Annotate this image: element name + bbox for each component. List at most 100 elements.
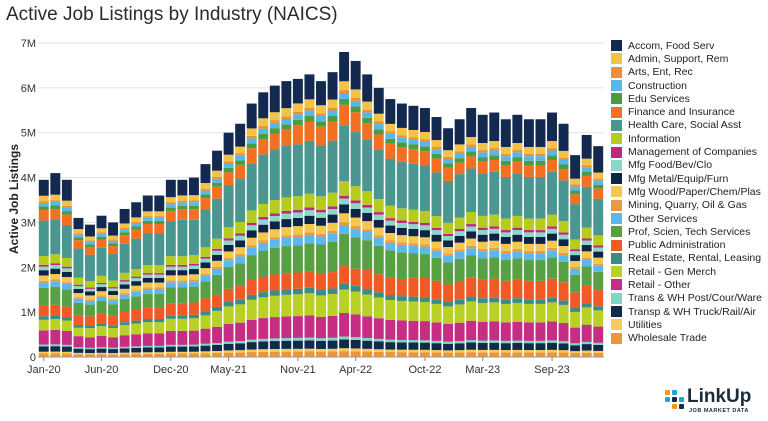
- bar-segment: [96, 228, 107, 233]
- bar-segment: [200, 353, 211, 357]
- bar-segment: [50, 279, 61, 282]
- bar-segment: [96, 323, 107, 327]
- bar-segment: [258, 351, 269, 357]
- bar-segment: [512, 302, 523, 322]
- bar-segment: [593, 184, 604, 189]
- bar-segment: [188, 281, 199, 287]
- bar-segment: [466, 320, 477, 341]
- bar-segment: [200, 190, 211, 195]
- bar-segment: [466, 137, 477, 145]
- bar-segment: [547, 150, 557, 156]
- bar-segment: [154, 287, 165, 289]
- bar-segment: [570, 345, 581, 352]
- bar-segment: [593, 251, 604, 258]
- bar-segment: [489, 247, 500, 251]
- bar-segment: [304, 99, 315, 108]
- bar-segment: [443, 350, 454, 353]
- bar-segment: [292, 294, 303, 317]
- bar-segment: [188, 279, 199, 282]
- bar-segment: [258, 126, 269, 129]
- bar-segment: [235, 155, 246, 161]
- bar-segment: [408, 228, 419, 237]
- bar-segment: [96, 282, 107, 285]
- bar-segment: [177, 256, 188, 265]
- bar-segment: [200, 247, 211, 257]
- bar-segment: [523, 340, 534, 344]
- bar-segment: [477, 321, 488, 341]
- bar-segment: [523, 218, 534, 231]
- bar-segment: [373, 292, 384, 298]
- bar-segment: [570, 186, 581, 191]
- bar-segment: [223, 172, 234, 186]
- bar-segment: [477, 340, 488, 343]
- bar-segment: [339, 181, 350, 196]
- bar-segment: [292, 351, 303, 357]
- bar-segment: [477, 349, 488, 353]
- bar-segment: [258, 297, 269, 319]
- bar-segment: [316, 348, 326, 352]
- bar-segment: [177, 275, 188, 281]
- bar-segment: [281, 246, 292, 274]
- bar-segment: [258, 203, 269, 217]
- bar-segment: [373, 121, 384, 125]
- bar-segment: [304, 348, 315, 352]
- bar-segment: [258, 292, 269, 298]
- bar-segment: [96, 352, 107, 355]
- bar-segment: [558, 343, 569, 351]
- bar-segment: [327, 107, 338, 111]
- bar-segment: [547, 247, 557, 251]
- bar-segment: [188, 330, 199, 345]
- bar-segment: [419, 321, 430, 341]
- bar-segment: [350, 112, 361, 133]
- bar-segment: [535, 322, 546, 341]
- bar-segment: [362, 74, 373, 102]
- bar-segment: [419, 342, 430, 350]
- bar-segment: [558, 232, 569, 235]
- bar-segment: [454, 174, 465, 218]
- bar-segment: [200, 258, 211, 263]
- bar-segment: [419, 225, 430, 231]
- bar-segment: [523, 322, 534, 341]
- bar-segment: [477, 157, 488, 162]
- bar-segment: [431, 280, 442, 300]
- bar-segment: [408, 243, 419, 246]
- bar-segment: [108, 353, 119, 355]
- bar-segment: [304, 337, 315, 341]
- bar-segment: [177, 282, 188, 288]
- bar-segment: [269, 133, 280, 150]
- bar-segment: [535, 243, 546, 251]
- bar-segment: [177, 303, 188, 316]
- bar-segment: [177, 202, 188, 206]
- bar-segment: [350, 337, 361, 340]
- bar-segment: [96, 348, 107, 353]
- legend-swatch: [611, 119, 622, 131]
- bar-segment: [177, 344, 188, 347]
- bar-segment: [350, 291, 361, 315]
- bar-segment: [38, 256, 49, 265]
- bar-segment: [523, 352, 534, 357]
- bar-segment: [581, 324, 592, 342]
- bar-segment: [535, 119, 546, 147]
- bar-segment: [316, 273, 326, 291]
- bar-segment: [570, 268, 581, 275]
- bar-segment: [316, 81, 326, 106]
- bar-segment: [269, 338, 280, 342]
- bar-segment: [212, 326, 222, 343]
- bar-segment: [558, 323, 569, 342]
- bar-segment: [246, 299, 257, 320]
- bar-segment: [177, 287, 188, 304]
- bar-segment: [269, 213, 280, 216]
- bar-segment: [108, 239, 119, 241]
- bar-segment: [581, 257, 592, 260]
- bar-segment: [385, 133, 396, 139]
- bar-segment: [85, 328, 95, 338]
- bar-segment: [547, 240, 557, 248]
- bar-segment: [223, 260, 234, 267]
- bar-segment: [269, 215, 280, 222]
- bar-segment: [535, 299, 546, 304]
- bar-segment: [200, 268, 211, 274]
- bar-segment: [316, 340, 326, 349]
- legend-swatch: [611, 106, 622, 118]
- bar-segment: [570, 251, 581, 256]
- bar-segment: [131, 347, 142, 353]
